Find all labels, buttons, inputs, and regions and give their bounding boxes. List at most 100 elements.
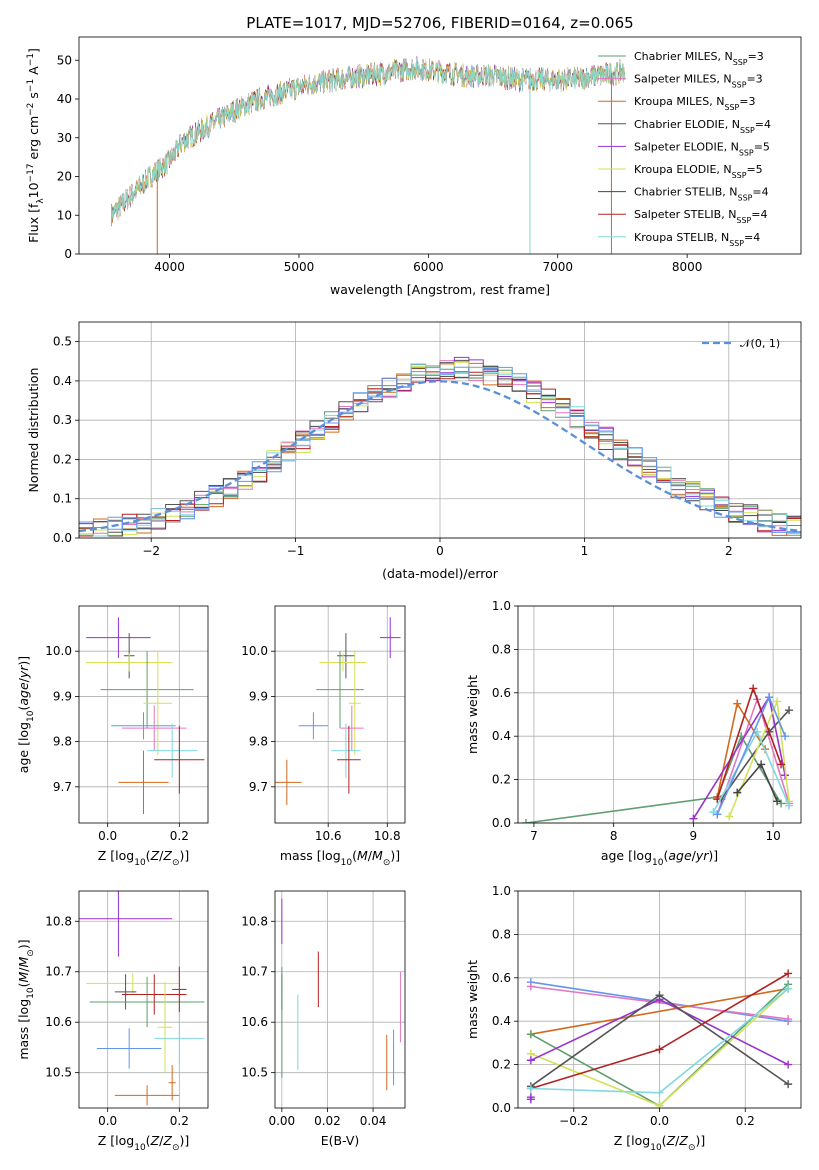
legend-entry: Kroupa MILES, NSSP=3: [634, 95, 755, 112]
plot-z-mass: 0.0 0.2 10.5 10.6 10.7 10.8 Z [log10(Z/Z⊙)] mas…: [16, 890, 209, 1153]
plot-age-weight: 7 8 9 10 0.0 0.2 0.4 0.6 0.8 1.0 age [log10(age/yr…: [465, 599, 802, 868]
weight-marker: [749, 684, 758, 693]
x-axis-label: Z [log10(Z/Z⊙)]: [98, 1133, 190, 1153]
weight-marker: [781, 732, 790, 741]
weight-marker: [655, 991, 664, 1000]
plot-ebv-mass: 0.00 0.02 0.04 10.5 10.6 10.7 10.8: [241, 890, 406, 1128]
y-tick-label: 1.0: [492, 884, 511, 898]
x-tick-label: 10.8: [374, 829, 401, 843]
frame: 10.6 10.8 9.7 9.8 9.9 10.0 mass [log10(M/M⊙)]: [241, 605, 406, 868]
x-tick-label: 10.6: [315, 829, 342, 843]
legend: Chabrier MILES, NSSP=3 Salpeter MILES, NS…: [598, 50, 771, 247]
x-tick-label: 0.0: [650, 1114, 669, 1128]
weight-marker: [733, 699, 742, 708]
y-tick-label: 0.0: [492, 816, 511, 830]
weight-marker: [784, 1015, 793, 1024]
y-tick-label: 0.5: [53, 335, 72, 349]
weight-line: [525, 734, 782, 823]
frame: 4000 5000 6000 7000 8000 0 10 20 30 40 50 wavelengt…: [26, 36, 802, 297]
y-tick-label: 0.6: [492, 686, 511, 700]
y-axis-label: Normed distribution: [26, 368, 41, 493]
legend-entry: Chabrier STELIB, NSSP=4: [634, 186, 769, 203]
y-tick-label: 0.0: [53, 531, 72, 545]
x-tick-label: 0.2: [170, 1114, 189, 1128]
frame: 0.0 0.2 10.5 10.6 10.7 10.8 Z [log10(Z/Z⊙)] mas…: [16, 890, 209, 1153]
y-tick-label: 30: [57, 131, 72, 145]
weight-marker: [784, 969, 793, 978]
x-axis-label: (data-model)/error: [382, 566, 499, 581]
x-tick-label: 0.0: [98, 1114, 117, 1128]
x-axis-label: wavelength [Angstrom, rest frame]: [330, 282, 550, 297]
plot-body: [275, 617, 401, 805]
frame: −0.2 0.0 0.2 0.0 0.2 0.4 0.6 0.8 1.0 Z [log10(Z/Z…: [465, 884, 802, 1153]
y-tick-label: 10.8: [241, 914, 268, 928]
weight-marker: [713, 810, 722, 819]
weight-marker: [785, 706, 794, 715]
y-tick-label: 0.4: [492, 1014, 511, 1028]
plot-residuals: −2 −1 0 1 2 0.0 0.1 0.2 0.3 0.4 0.5 𝒩(0, 1) (data-mo…: [26, 321, 802, 581]
x-tick-label: 0.00: [268, 1114, 295, 1128]
y-tick-label: 10.8: [45, 914, 72, 928]
frame: 7 8 9 10 0.0 0.2 0.4 0.6 0.8 1.0 age [log10(age/yr…: [465, 599, 802, 868]
weight-marker: [655, 1101, 664, 1108]
weight-line: [530, 987, 789, 1035]
y-tick-label: 10.6: [45, 1015, 72, 1029]
x-axis-label: Z [log10(Z/Z⊙)]: [98, 848, 190, 868]
legend-entry: Chabrier MILES, NSSP=3: [634, 50, 764, 67]
plot-body: [521, 684, 794, 823]
axes-frame: [274, 605, 406, 824]
x-tick-label: 8: [610, 829, 618, 843]
legend-entry: Salpeter ELODIE, NSSP=5: [634, 140, 770, 157]
axes-frame: [78, 36, 802, 255]
weight-marker: [733, 788, 742, 797]
axes-frame: [274, 890, 406, 1109]
y-axis-label: mass weight: [465, 960, 480, 1039]
weight-line: [716, 701, 766, 798]
x-tick-label: 0.2: [170, 829, 189, 843]
y-tick-label: 40: [57, 92, 72, 106]
x-tick-label: 7: [530, 829, 538, 843]
x-axis-label: Z [log10(Z/Z⊙)]: [614, 1133, 706, 1153]
plot-z-age: 0.0 0.2 9.7 9.8 9.9 10.0 Z [log10(Z/Z⊙)] age [l…: [16, 605, 209, 868]
weight-marker: [526, 1056, 535, 1065]
y-tick-label: 0.0: [492, 1101, 511, 1115]
plot-body: [86, 617, 205, 814]
weight-marker: [526, 1095, 535, 1104]
x-tick-label: −2: [142, 544, 160, 558]
plot-body: [526, 969, 793, 1108]
y-tick-label: 9.8: [249, 735, 268, 749]
x-tick-label: −0.2: [559, 1114, 588, 1128]
x-tick-label: 0.0: [98, 829, 117, 843]
plot-body: [79, 891, 205, 1106]
y-tick-label: 10.7: [241, 965, 268, 979]
x-axis-label: age [log10(age/yr)]: [601, 848, 718, 868]
normal-curve: [79, 380, 801, 533]
x-tick-label: 5000: [284, 260, 315, 274]
weight-marker: [725, 812, 734, 821]
plot-body: [79, 356, 801, 537]
plot-z-weight: −0.2 0.0 0.2 0.0 0.2 0.4 0.6 0.8 1.0 Z [log10(Z/Z…: [465, 884, 802, 1153]
y-tick-label: 0.4: [492, 729, 511, 743]
weight-marker: [773, 697, 782, 706]
axes-frame: [78, 890, 209, 1109]
y-tick-label: 0.8: [492, 642, 511, 656]
weight-marker: [689, 814, 698, 823]
x-tick-label: 2: [725, 544, 733, 558]
y-tick-label: 10.0: [45, 644, 72, 658]
axes-frame: [78, 321, 802, 539]
histogram-step: [79, 364, 801, 537]
y-axis-label: Flux [fλ10−17 erg cm−2 s−1 A−1]: [26, 48, 46, 243]
x-axis-label: E(B-V): [321, 1133, 360, 1148]
y-tick-label: 0.2: [492, 1058, 511, 1072]
weight-marker: [655, 1088, 664, 1097]
figure-title: PLATE=1017, MJD=52706, FIBERID=0164, z=0…: [246, 14, 633, 32]
x-tick-label: 0.04: [360, 1114, 387, 1128]
y-tick-label: 20: [57, 170, 72, 184]
y-tick-label: 10.5: [241, 1066, 268, 1080]
weight-marker: [784, 1080, 793, 1089]
histogram-step: [79, 366, 801, 533]
weight-marker: [784, 984, 793, 993]
legend-entry: Kroupa ELODIE, NSSP=5: [634, 163, 763, 180]
plot-body: [281, 898, 401, 1091]
